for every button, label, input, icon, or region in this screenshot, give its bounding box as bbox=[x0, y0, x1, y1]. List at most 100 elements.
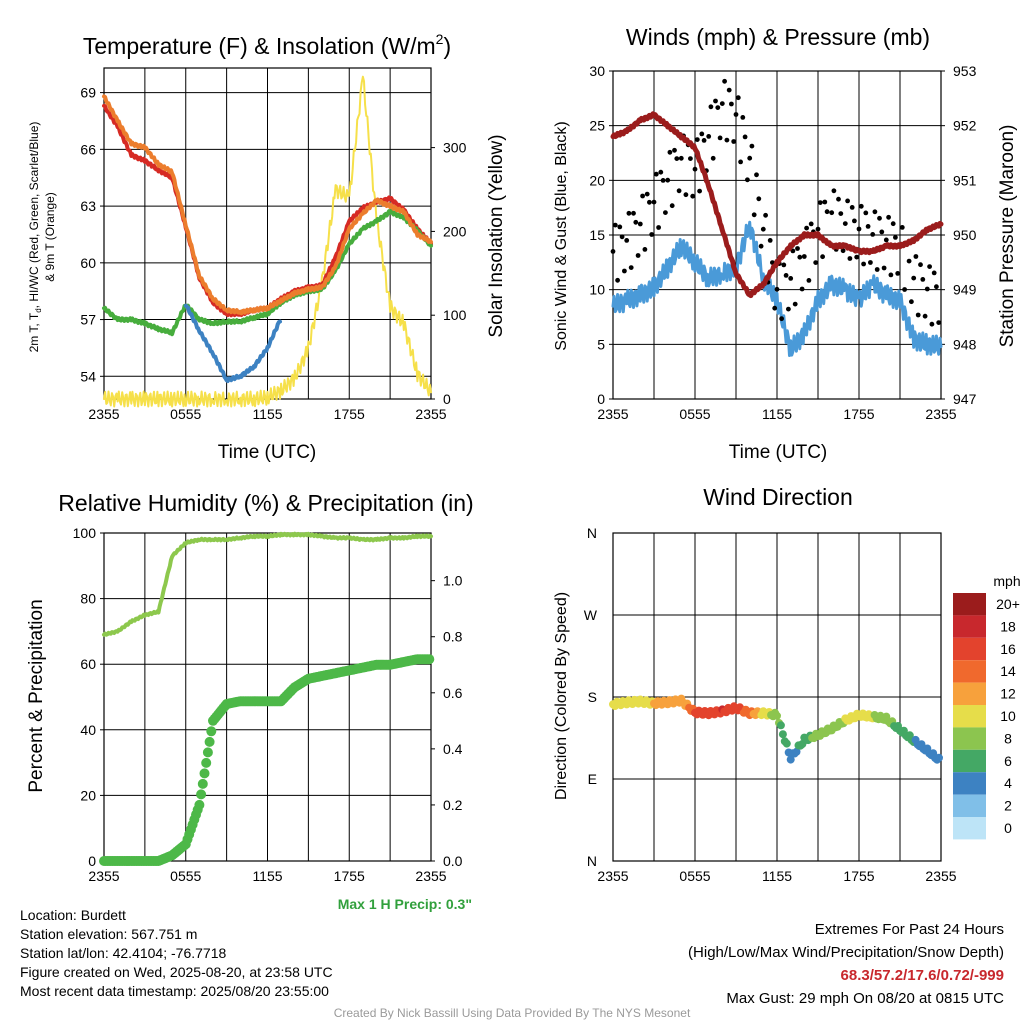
gust-point bbox=[799, 286, 805, 292]
precip-point bbox=[199, 768, 210, 779]
gust-point bbox=[772, 305, 778, 311]
gust-point bbox=[836, 196, 841, 202]
dir-x-tick-label: 1155 bbox=[762, 868, 792, 884]
gust-point bbox=[631, 210, 636, 216]
gust-point bbox=[719, 101, 725, 106]
temp-series-line bbox=[102, 94, 433, 316]
gust-point bbox=[628, 265, 634, 270]
gust-point bbox=[651, 199, 657, 205]
wind-y-tick-label: 25 bbox=[589, 118, 605, 134]
gust-point bbox=[817, 200, 823, 206]
temp-y-axis-label-line2: & 9m T (Orange) bbox=[43, 192, 57, 282]
gust-point bbox=[806, 278, 812, 283]
gust-point bbox=[751, 212, 757, 218]
wind-y-tick-label: 5 bbox=[597, 336, 605, 352]
rh-y-tick-label: 20 bbox=[80, 787, 96, 803]
gust-point bbox=[922, 313, 928, 319]
wind-y2-tick-label: 953 bbox=[953, 63, 977, 79]
precip-point bbox=[204, 736, 215, 747]
gust-point bbox=[610, 249, 616, 254]
gust-point bbox=[694, 137, 700, 143]
gust-point bbox=[656, 225, 661, 230]
dir-plot-frame bbox=[612, 532, 942, 862]
max-gust-text: Max Gust: 29 mph On 08/20 at 0815 UTC bbox=[726, 990, 1004, 1007]
gust-point bbox=[804, 225, 809, 231]
gust-point bbox=[690, 193, 696, 199]
dir-y-tick-label: E bbox=[588, 771, 597, 787]
temp-chart-title: Temperature (F) & Insolation (W/m2) bbox=[83, 31, 451, 59]
gust-point bbox=[929, 321, 935, 327]
gust-point bbox=[858, 203, 864, 209]
gust-point bbox=[735, 95, 741, 101]
colorbar-label: 12 bbox=[1000, 686, 1016, 702]
gust-point bbox=[647, 199, 652, 205]
rh-y-tick-label: 40 bbox=[80, 722, 96, 738]
wind-x-tick-label: 1755 bbox=[843, 406, 874, 422]
precip-point bbox=[196, 789, 207, 800]
colorbar-swatch bbox=[953, 794, 986, 817]
colorbar-label: 16 bbox=[1000, 641, 1016, 657]
dir-y-tick-label: S bbox=[588, 689, 597, 705]
gust-point bbox=[731, 139, 737, 144]
direction-point bbox=[792, 747, 801, 756]
gust-point bbox=[658, 169, 664, 175]
wind-y2-tick-label: 952 bbox=[953, 118, 977, 134]
created-text: Figure created on Wed, 2025-08-20, at 23… bbox=[20, 964, 333, 980]
gust-point bbox=[763, 212, 768, 218]
latlon-text: Station lat/lon: 42.4104; -76.7718 bbox=[20, 945, 227, 961]
dir-y-axis-label: Direction (Colored By Speed) bbox=[553, 592, 570, 800]
gust-point bbox=[797, 254, 803, 260]
gust-point bbox=[934, 284, 939, 290]
temp-x-tick-label: 2355 bbox=[88, 406, 119, 422]
gust-point bbox=[717, 135, 723, 141]
gust-point bbox=[895, 271, 901, 276]
gust-point bbox=[779, 316, 784, 322]
gust-point bbox=[663, 210, 668, 216]
direction-point bbox=[786, 755, 795, 764]
gust-point bbox=[842, 221, 848, 227]
rh-x-tick-label: 0555 bbox=[170, 868, 201, 884]
wind-y-tick-label: 20 bbox=[589, 172, 605, 188]
gust-point bbox=[831, 188, 837, 194]
temp-y2-tick-label: 0 bbox=[443, 391, 451, 407]
gust-point bbox=[754, 172, 759, 178]
gust-point bbox=[758, 243, 764, 249]
temp-y-tick-label: 60 bbox=[80, 255, 96, 271]
speed-colorbar: 20+ 18 16 14 12 10 8 6 4 2 0 bbox=[953, 593, 1020, 840]
gust-point bbox=[683, 192, 689, 198]
wind-y2-axis-label: Station Pressure (Maroon) bbox=[997, 125, 1018, 348]
wind-x-axis-label: Time (UTC) bbox=[729, 442, 828, 463]
wind-y2-tick-label: 949 bbox=[953, 282, 977, 298]
gust-point bbox=[669, 203, 675, 209]
gust-point bbox=[792, 301, 798, 307]
gust-point bbox=[729, 101, 734, 107]
gust-point bbox=[667, 149, 673, 155]
gust-point bbox=[813, 260, 819, 265]
temp-y2-tick-label: 300 bbox=[443, 140, 467, 156]
recent-data-text: Most recent data timestamp: 2025/08/20 2… bbox=[20, 983, 329, 999]
rh-chart-title: Relative Humidity (%) & Precipitation (i… bbox=[58, 490, 473, 516]
gust-point bbox=[801, 254, 807, 259]
location-text: Location: Burdett bbox=[20, 907, 126, 923]
gust-point bbox=[788, 276, 794, 281]
gust-point bbox=[726, 87, 732, 93]
rh-y2-tick-label: 1.0 bbox=[443, 573, 463, 589]
rh-x-tick-label: 1755 bbox=[334, 868, 365, 884]
gust-point bbox=[674, 156, 680, 162]
gust-point bbox=[868, 260, 873, 265]
wind-y-tick-label: 10 bbox=[589, 282, 605, 298]
gust-point bbox=[774, 286, 780, 292]
gust-point bbox=[815, 226, 821, 232]
colorbar-label: 10 bbox=[1000, 708, 1016, 724]
gust-point bbox=[861, 261, 866, 267]
colorbar-swatch bbox=[953, 615, 986, 638]
gust-point bbox=[856, 226, 862, 232]
gust-point bbox=[902, 287, 907, 292]
gust-point bbox=[724, 137, 730, 143]
wind-x-tick-label: 1155 bbox=[762, 406, 792, 422]
gust-point bbox=[909, 299, 914, 305]
gust-point bbox=[849, 205, 855, 210]
dir-x-tick-label: 2355 bbox=[925, 868, 956, 884]
rh-x-tick-label: 2355 bbox=[415, 868, 446, 884]
